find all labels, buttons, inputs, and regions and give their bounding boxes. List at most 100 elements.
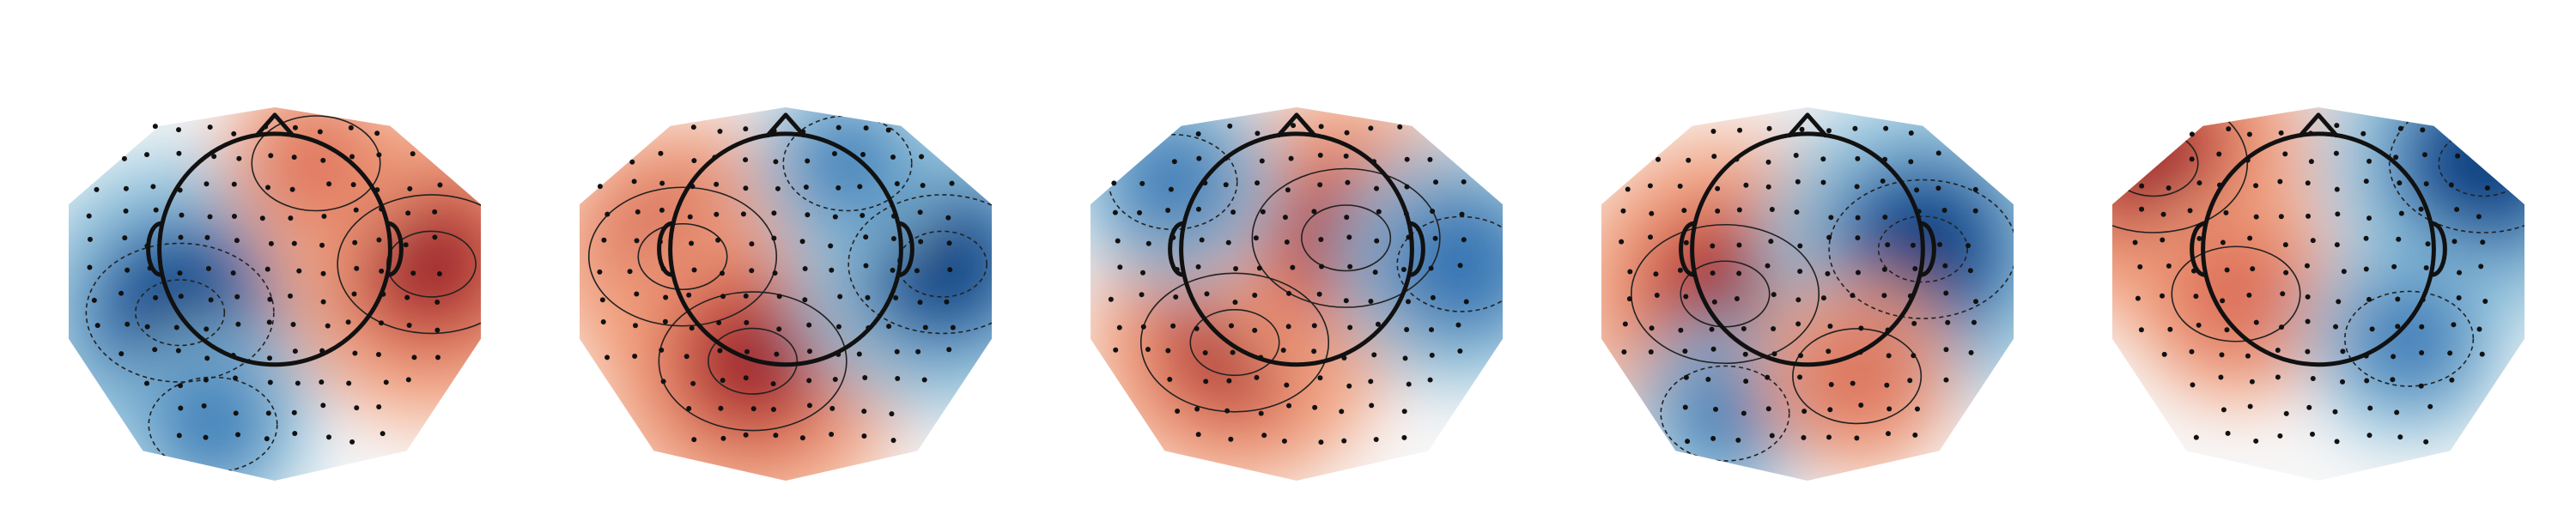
sensor-dot — [770, 381, 776, 387]
sensor-dot — [1226, 378, 1232, 384]
sensor-dot — [2160, 211, 2166, 217]
sensor-dot — [1196, 155, 1202, 161]
sensor-dot — [1973, 299, 1979, 305]
sensor-dot — [1620, 208, 1626, 214]
sensor-dot — [179, 212, 185, 218]
nose-outline — [254, 112, 295, 138]
contour-line — [251, 115, 381, 212]
sensor-dot — [1793, 152, 1799, 158]
sensor-dot — [1117, 264, 1123, 270]
sensor-dot — [944, 299, 950, 305]
sensor-dot — [1404, 184, 1410, 190]
sensor-dot — [828, 243, 834, 249]
sensor-dot — [659, 347, 665, 353]
sensor-dot — [2454, 206, 2460, 212]
sensor-dot — [289, 186, 295, 192]
sensor-dot — [2138, 327, 2144, 333]
sensor-dot — [1112, 209, 1118, 215]
sensor-dot — [1318, 439, 1324, 445]
sensor-dot — [799, 435, 805, 441]
sensor-dot — [177, 187, 183, 193]
sensor-dot — [153, 207, 159, 213]
sensor-dot — [86, 213, 92, 219]
sensor-dot — [2332, 409, 2338, 415]
sensor-dot — [383, 379, 389, 385]
sensor-dot — [895, 376, 901, 382]
right-ear-outline — [898, 221, 914, 277]
sensor-dot — [2310, 238, 2316, 244]
sensor-dot — [2224, 327, 2230, 333]
sensor-dot — [2363, 235, 2369, 241]
sensor-dot — [2305, 294, 2311, 300]
sensor-dot — [1401, 409, 1407, 415]
contour-line — [1660, 365, 1790, 462]
sensor-dot — [627, 269, 633, 275]
sensor-dot — [352, 239, 358, 245]
sensor-dot — [1883, 125, 1889, 131]
sensor-dot — [920, 183, 926, 189]
sensor-dot — [917, 209, 923, 215]
sensor-dot — [1884, 382, 1890, 388]
sensor-dot — [1258, 354, 1264, 360]
sensor-dot — [2397, 180, 2403, 186]
sensor-dot — [91, 297, 97, 303]
sensor-dot — [1312, 404, 1318, 410]
sensor-dot — [204, 326, 210, 332]
sensor-dot — [1175, 408, 1181, 414]
sensor-dot — [2341, 269, 2347, 275]
sensor-dot — [2277, 433, 2283, 439]
sensor-dot — [2369, 326, 2375, 332]
sensor-dot — [1260, 209, 1266, 215]
sensor-dot — [1858, 325, 1864, 331]
sensor-dot — [1828, 381, 1834, 387]
sensor-dot — [2333, 150, 2339, 156]
contour-line — [386, 230, 477, 298]
sensor-dot — [2277, 179, 2283, 185]
sensor-dot — [264, 266, 270, 272]
sensor-dot — [2283, 270, 2289, 276]
sensor-dot — [1710, 346, 1716, 352]
sensor-dot — [837, 294, 843, 300]
sensor-dot — [123, 185, 129, 191]
sensor-dot — [1912, 432, 1918, 438]
sensor-dot — [379, 206, 385, 212]
sensor-dot — [1705, 376, 1711, 382]
sensor-dot — [1228, 436, 1234, 442]
sensor-dot — [1682, 404, 1688, 410]
sensor-dot — [1882, 156, 1888, 162]
sensor-dot — [1115, 238, 1121, 244]
sensor-dot — [1223, 182, 1229, 188]
sensor-dot — [231, 130, 237, 136]
sensor-dot — [2166, 185, 2172, 191]
sensor-dot — [326, 434, 332, 440]
sensor-dot — [771, 128, 777, 134]
sensor-dot — [2476, 326, 2482, 332]
contour-line — [637, 222, 728, 291]
sensor-dot — [1820, 295, 1826, 301]
contour-line — [2344, 290, 2475, 387]
contour-line — [1139, 272, 1330, 413]
sensor-dot — [889, 411, 895, 417]
sensor-dot — [1317, 182, 1323, 188]
sensor-dot — [2306, 404, 2312, 410]
sensor-dot — [1347, 324, 1353, 330]
sensor-dot — [2218, 374, 2224, 380]
sensor-dot — [2420, 127, 2426, 133]
sensor-dot — [1653, 271, 1659, 277]
sensor-dot — [235, 321, 241, 327]
sensor-dot — [87, 236, 93, 242]
sensor-dot — [1855, 155, 1861, 161]
sensor-dot — [1710, 129, 1716, 135]
sensor-dot — [1368, 298, 1374, 304]
sensor-dot — [1341, 355, 1347, 361]
sensor-dot — [1713, 406, 1719, 412]
sensor-dot — [947, 267, 953, 273]
sensor-dot — [1855, 270, 1861, 276]
sensor-dot — [862, 374, 868, 380]
sensor-dot — [632, 354, 638, 360]
sensor-dot — [720, 294, 726, 300]
sensor-dot — [266, 319, 272, 325]
sensor-dot — [2305, 318, 2311, 324]
sensor-dot — [123, 208, 129, 214]
sensor-dot — [1256, 265, 1262, 271]
